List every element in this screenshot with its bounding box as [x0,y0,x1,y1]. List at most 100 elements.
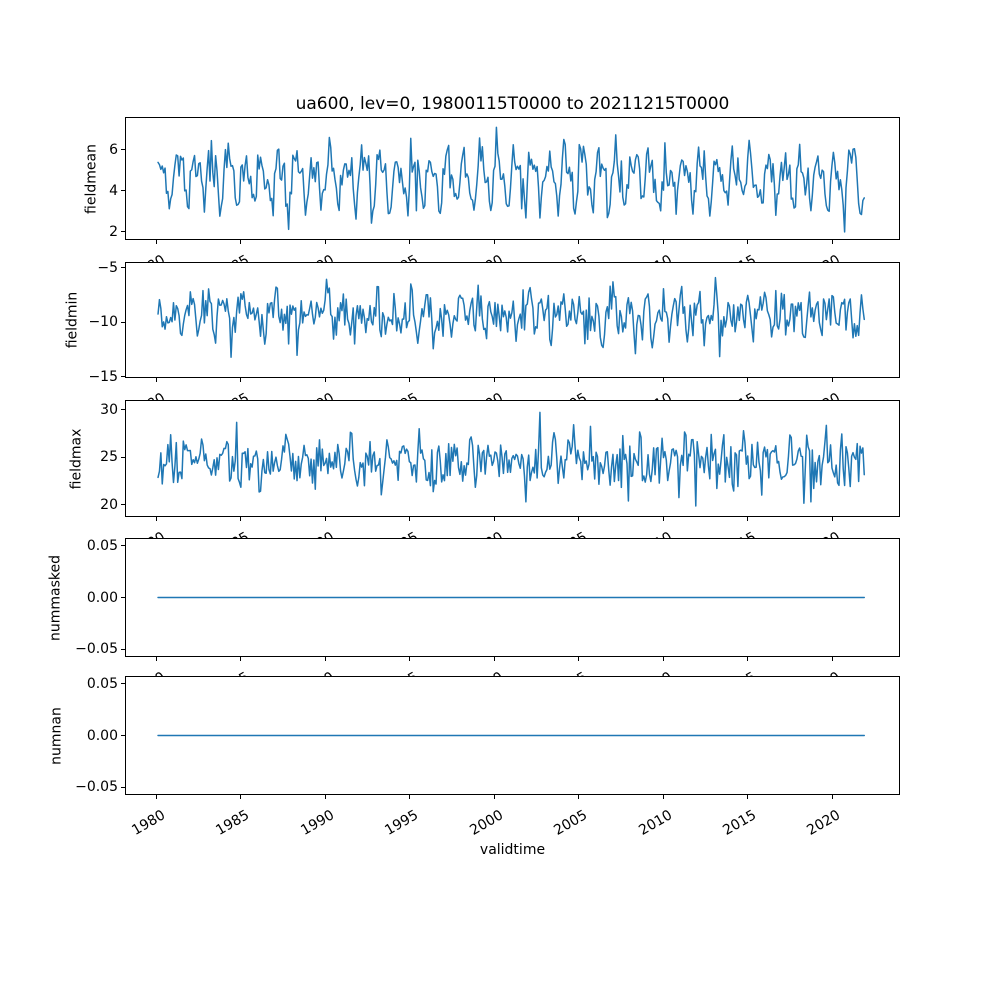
x-tick-mark [662,240,664,244]
x-tick-mark [662,657,664,661]
x-tick-label: 1995 [382,807,422,839]
x-tick-mark [324,517,326,521]
y-tick-label: 4 [109,182,118,199]
series-plot-nummasked [157,596,866,599]
x-tick-mark [578,378,580,382]
y-tick-label: 30 [100,401,118,418]
x-tick-mark [578,240,580,244]
y-tick-mark [121,786,125,788]
x-tick-mark [155,240,157,244]
x-tick-mark [747,240,749,244]
x-tick-mark [493,795,495,799]
y-tick-mark [121,504,125,506]
x-tick-mark [747,657,749,661]
x-tick-label: 2010 [635,807,675,839]
x-tick-mark [493,240,495,244]
y-tick-label: 2 [109,223,118,240]
y-axis-title-numnan: numnan [48,706,65,765]
x-tick-mark [240,240,242,244]
y-tick-label: 0.00 [86,727,118,744]
y-tick-label: −15 [88,368,118,385]
x-tick-mark [747,795,749,799]
x-tick-mark [324,378,326,382]
x-tick-label: 2020 [804,807,844,839]
x-tick-mark [240,378,242,382]
x-tick-mark [662,517,664,521]
y-tick-label: 0.05 [86,537,118,554]
x-axis-label: validtime [479,842,546,858]
y-axis-title-fieldmax: fieldmax [68,428,85,489]
x-tick-mark [324,240,326,244]
y-tick-mark [121,545,125,547]
y-tick-mark [121,409,125,411]
x-tick-mark [409,240,411,244]
series-line-fieldmax [157,411,866,507]
y-tick-label: 0.05 [86,675,118,692]
series-plot-fieldmin [157,276,866,358]
x-tick-mark [409,378,411,382]
y-tick-mark [121,321,125,323]
x-tick-mark [493,657,495,661]
y-tick-mark [121,683,125,685]
x-tick-mark [324,657,326,661]
y-tick-label: 6 [109,141,118,158]
x-tick-mark [493,517,495,521]
y-tick-label: −5 [97,259,118,276]
x-tick-mark [409,517,411,521]
x-tick-mark [831,657,833,661]
y-axis-title-nummasked: nummasked [47,554,64,641]
x-tick-mark [662,378,664,382]
y-tick-mark [121,735,125,736]
x-tick-mark [155,657,157,661]
x-tick-mark [155,795,157,799]
y-axis-title-fieldmean: fieldmean [83,143,100,214]
subplot-numnan [125,676,900,795]
y-tick-label: −10 [88,314,118,331]
y-tick-mark [121,190,125,192]
x-tick-label: 2015 [720,807,760,839]
x-tick-mark [747,378,749,382]
subplot-nummasked [125,538,900,657]
x-tick-label: 2000 [466,807,506,839]
x-tick-label: 2005 [551,807,591,839]
y-tick-mark [121,597,125,598]
x-tick-mark [831,517,833,521]
y-tick-label: 20 [100,496,118,513]
y-tick-label: −0.05 [75,641,118,658]
y-tick-mark [121,231,125,233]
x-tick-mark [240,517,242,521]
series-line-fieldmin [157,276,866,358]
x-tick-mark [578,795,580,799]
x-tick-mark [409,795,411,799]
x-tick-mark [409,657,411,661]
y-tick-mark [121,376,125,378]
series-plot-fieldmax [157,411,866,507]
y-tick-label: 0.00 [86,589,118,606]
x-tick-mark [662,795,664,799]
y-tick-mark [121,456,125,458]
y-tick-label: −0.05 [75,779,118,796]
y-tick-mark [121,149,125,151]
x-tick-mark [747,517,749,521]
x-tick-mark [831,240,833,244]
x-tick-label: 1990 [297,807,337,839]
x-tick-mark [831,795,833,799]
x-tick-mark [578,517,580,521]
x-tick-mark [493,378,495,382]
subplot-fieldmean [125,117,900,240]
series-line-fieldmean [157,126,866,233]
series-plot-numnan [157,734,866,737]
y-tick-mark [121,648,125,650]
subplot-fieldmax [125,400,900,517]
series-plot-fieldmean [157,126,866,233]
x-tick-mark [578,657,580,661]
x-tick-mark [324,795,326,799]
x-tick-mark [240,657,242,661]
x-tick-mark [831,378,833,382]
x-tick-label: 1985 [213,807,253,839]
x-tick-mark [240,795,242,799]
subplot-fieldmin [125,262,900,378]
x-tick-label: 1980 [129,807,168,839]
y-axis-title-fieldmin: fieldmin [64,291,81,349]
